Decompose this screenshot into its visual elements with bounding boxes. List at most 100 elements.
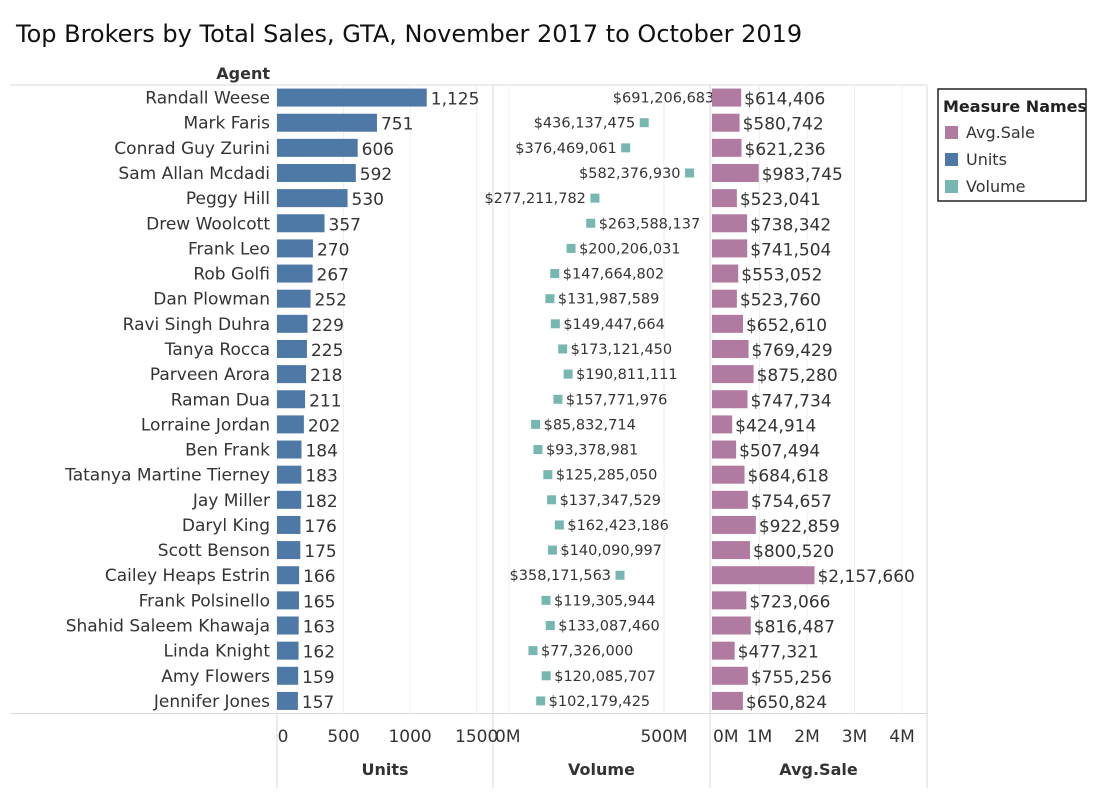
avgsale-bar bbox=[712, 541, 751, 560]
agent-label: Randall Weese bbox=[145, 89, 270, 109]
units-bar bbox=[277, 189, 348, 208]
volume-value-label: $102,179,425 bbox=[549, 694, 650, 710]
avgsale-value-label: $621,236 bbox=[745, 140, 826, 160]
axis-tick-label: 1M bbox=[747, 727, 772, 747]
avgsale-bar bbox=[712, 339, 749, 358]
legend-title: Measure Names bbox=[943, 97, 1087, 116]
volume-mark bbox=[590, 193, 600, 203]
avgsale-value-label: $741,504 bbox=[750, 240, 831, 260]
avgsale-value-label: $755,256 bbox=[751, 668, 832, 688]
agent-label: Conrad Guy Zurini bbox=[114, 139, 270, 159]
volume-value-label: $140,090,997 bbox=[560, 543, 661, 559]
units-bar bbox=[277, 566, 300, 585]
volume-value-label: $149,447,664 bbox=[563, 317, 664, 333]
volume-mark bbox=[543, 470, 553, 480]
axis-title: Units bbox=[361, 760, 408, 779]
agent-label: Frank Polsinello bbox=[139, 591, 270, 611]
agent-label: Daryl King bbox=[182, 516, 270, 536]
agent-label: Raman Dua bbox=[171, 390, 270, 410]
agent-label: Drew Woolcott bbox=[146, 214, 270, 234]
volume-mark bbox=[550, 269, 560, 279]
avgsale-bar bbox=[712, 641, 735, 660]
legend-swatch bbox=[945, 180, 958, 193]
units-value-label: 159 bbox=[302, 668, 334, 688]
units-value-label: 270 bbox=[317, 240, 349, 260]
volume-mark bbox=[586, 218, 596, 228]
avgsale-bar bbox=[712, 465, 745, 484]
units-bar bbox=[277, 365, 307, 384]
units-bar bbox=[277, 515, 301, 534]
agent-label: Tanya Rocca bbox=[164, 340, 270, 360]
agent-label: Scott Benson bbox=[158, 541, 270, 561]
units-bar bbox=[277, 264, 313, 283]
volume-value-label: $85,832,714 bbox=[544, 417, 636, 433]
units-bar bbox=[277, 440, 302, 459]
volume-mark bbox=[541, 595, 551, 605]
axis-tick-label: 3M bbox=[842, 727, 867, 747]
avgsale-value-label: $523,041 bbox=[740, 190, 821, 210]
avgsale-bar bbox=[712, 289, 737, 308]
volume-value-label: $119,305,944 bbox=[554, 593, 655, 609]
volume-mark bbox=[547, 545, 557, 555]
agent-label: Amy Flowers bbox=[161, 667, 270, 687]
units-bar bbox=[277, 616, 299, 635]
units-value-label: 175 bbox=[304, 542, 336, 562]
volume-value-label: $173,121,450 bbox=[571, 342, 672, 358]
volume-value-label: $131,987,589 bbox=[558, 292, 659, 308]
volume-value-label: $137,347,529 bbox=[560, 493, 661, 509]
avgsale-value-label: $650,824 bbox=[746, 693, 827, 713]
units-value-label: 530 bbox=[352, 190, 384, 210]
agent-label: Tatanya Martine Tierney bbox=[64, 466, 270, 486]
volume-value-label: $77,326,000 bbox=[541, 644, 633, 660]
volume-value-label: $582,376,930 bbox=[579, 166, 680, 182]
units-value-label: 606 bbox=[362, 140, 394, 160]
units-value-label: 157 bbox=[302, 693, 334, 713]
avgsale-value-label: $723,066 bbox=[749, 592, 830, 612]
axis-tick-label: 0M bbox=[713, 727, 738, 747]
units-value-label: 176 bbox=[304, 517, 336, 537]
avgsale-bar bbox=[712, 515, 756, 534]
units-bar bbox=[277, 666, 299, 685]
units-bar bbox=[277, 415, 304, 434]
units-value-label: 252 bbox=[315, 291, 347, 311]
units-bar bbox=[277, 641, 299, 660]
axis-tick-label: 1000 bbox=[388, 727, 431, 747]
units-bar bbox=[277, 314, 308, 333]
avgsale-value-label: $922,859 bbox=[759, 517, 840, 537]
volume-mark bbox=[558, 344, 568, 354]
volume-value-label: $133,087,460 bbox=[558, 619, 659, 635]
avgsale-bar bbox=[712, 616, 751, 635]
avgsale-value-label: $580,742 bbox=[743, 115, 824, 135]
volume-mark bbox=[533, 445, 543, 455]
volume-value-label: $120,085,707 bbox=[554, 669, 655, 685]
units-bar bbox=[277, 591, 299, 610]
avgsale-bar bbox=[712, 440, 737, 459]
volume-mark bbox=[553, 394, 563, 404]
volume-mark bbox=[547, 495, 557, 505]
avgsale-value-label: $477,321 bbox=[738, 643, 819, 663]
avgsale-value-label: $816,487 bbox=[754, 618, 835, 638]
units-value-label: 184 bbox=[305, 442, 337, 462]
volume-mark bbox=[566, 243, 576, 253]
volume-mark bbox=[554, 520, 564, 530]
avgsale-bar bbox=[712, 566, 815, 585]
agent-label: Dan Plowman bbox=[153, 290, 270, 310]
avgsale-bar bbox=[712, 666, 748, 685]
agent-label: Rob Golfi bbox=[193, 265, 270, 285]
units-bar bbox=[277, 289, 311, 308]
axis-tick-label: 1500 bbox=[455, 727, 498, 747]
units-bar bbox=[277, 541, 301, 560]
avgsale-value-label: $747,734 bbox=[751, 391, 832, 411]
units-value-label: 751 bbox=[381, 115, 413, 135]
volume-value-label: $376,469,061 bbox=[515, 141, 616, 157]
agent-label: Ravi Singh Duhra bbox=[123, 315, 270, 335]
legend-item-label: Avg.Sale bbox=[966, 123, 1035, 142]
avgsale-value-label: $652,610 bbox=[746, 316, 827, 336]
avgsale-bar bbox=[712, 214, 748, 233]
axis-tick-label: 0 bbox=[278, 727, 289, 747]
avgsale-value-label: $769,429 bbox=[752, 341, 833, 361]
avgsale-value-label: $507,494 bbox=[739, 442, 820, 462]
volume-mark bbox=[545, 294, 555, 304]
units-bar bbox=[277, 490, 302, 509]
avgsale-bar bbox=[712, 314, 743, 333]
